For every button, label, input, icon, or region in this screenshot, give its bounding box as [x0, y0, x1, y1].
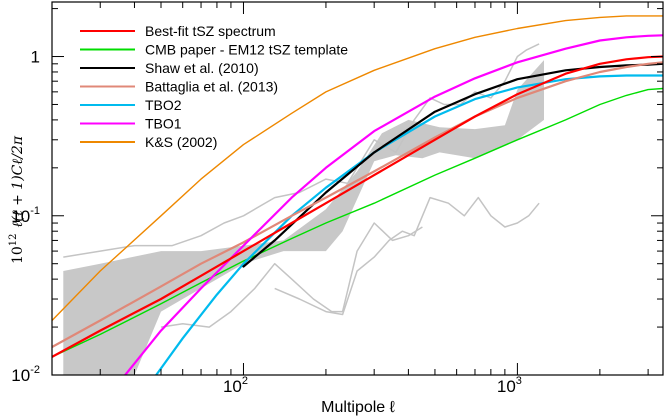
legend-label-cmb-paper-em12-tsz-template: CMB paper - EM12 tSZ template [145, 42, 348, 58]
legend-label-battaglia-et-al-2013: Battaglia et al. (2013) [145, 79, 278, 95]
y-tick-label: 1 [31, 48, 40, 67]
legend-label-tbo2: TBO2 [145, 97, 182, 113]
plot-frame [51, 1, 664, 376]
series-line-tbo1 [124, 34, 663, 375]
series-layer [52, 15, 663, 375]
grey-line-3 [274, 196, 540, 316]
legend: Best-fit tSZ spectrum CMB paper - EM12 tS… [80, 23, 348, 150]
series-line-shaw-et-al-2010 [242, 62, 663, 268]
x-tick-label: 103 [497, 375, 522, 396]
y-axis-prefix-exp: 12 [8, 233, 19, 246]
legend-label-k-s-2002: K&S (2002) [145, 134, 217, 150]
y-tick-label: 10-2 [11, 364, 40, 385]
band-layer [63, 60, 545, 375]
y-axis-expr: ℓ(ℓ + 1)Cℓ/2π [10, 135, 26, 227]
series-line-tbo2 [155, 74, 663, 375]
series-line-best-fit-tsz-spectrum [52, 55, 663, 358]
series-line-k-s-2002 [52, 15, 663, 322]
series-line-battaglia-et-al-2013 [52, 61, 663, 349]
axis-ticks: 102 103 10-2 10-1 1 [11, 2, 663, 396]
legend-label-best-fit-tsz-spectrum: Best-fit tSZ spectrum [145, 23, 276, 39]
svg-text:1012ℓ(ℓ + 1)Cℓ/2π: 1012 ℓ(ℓ + 1)Cℓ/2π [8, 135, 26, 264]
y-tick-label: 10-1 [11, 205, 40, 226]
x-axis-title: Multipole ℓ [321, 399, 395, 416]
series-line-cmb-paper-em12-tsz-template [52, 87, 663, 358]
y-axis-title: 1012 ℓ(ℓ + 1)Cℓ/2π [8, 135, 26, 264]
legend-label-tbo1: TBO1 [145, 116, 182, 132]
x-tick-label: 102 [223, 375, 248, 396]
legend-label-shaw-et-al-2010: Shaw et al. (2010) [145, 60, 259, 76]
uncertainty-band [63, 60, 545, 375]
grey-line-2 [160, 222, 423, 328]
plot-border [51, 1, 664, 376]
y-axis-prefix: 10 [10, 246, 26, 264]
